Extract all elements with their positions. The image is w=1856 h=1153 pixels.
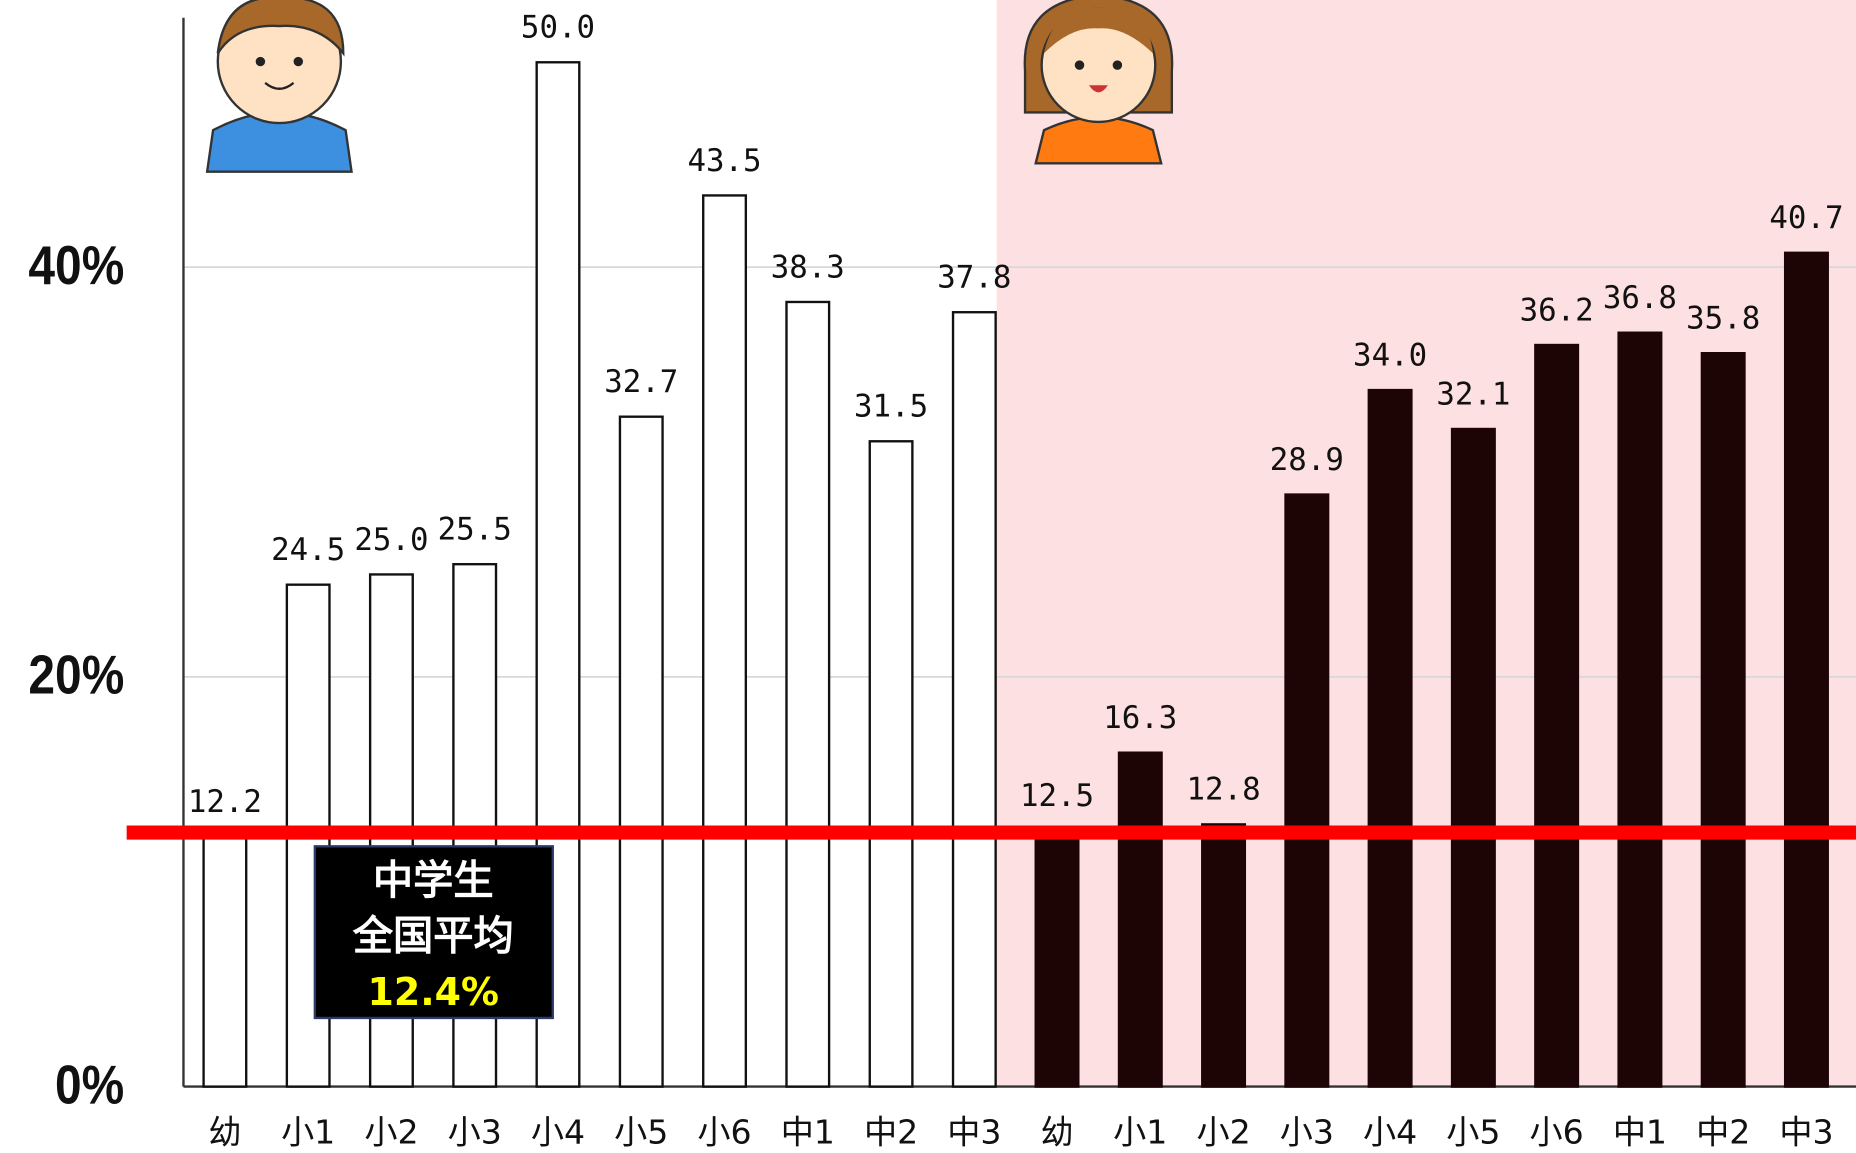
bar xyxy=(870,441,913,1086)
page: 0% 20% 40% 12.2 幼 24.5 小1 25.0 小2 25.5 小3 50.0 小4 32.… xyxy=(0,0,1856,1153)
value-label: 31.5 xyxy=(854,389,928,425)
x-tick-label: 幼 xyxy=(1040,1112,1073,1151)
x-tick-label: 中2 xyxy=(1696,1112,1750,1151)
x-tick-label: 中2 xyxy=(864,1112,918,1151)
value-label: 24.5 xyxy=(271,532,345,568)
x-tick-label: 中3 xyxy=(1779,1112,1833,1151)
y-tick-label: 40% xyxy=(28,235,124,296)
value-label: 32.7 xyxy=(604,364,678,400)
value-label: 50.0 xyxy=(521,10,595,46)
x-tick-label: 小2 xyxy=(364,1112,418,1151)
x-tick-label: 小5 xyxy=(614,1112,668,1151)
y-tick-label: 0% xyxy=(55,1055,124,1116)
x-tick-label: 小2 xyxy=(1196,1112,1250,1151)
x-tick-label: 中1 xyxy=(781,1112,835,1151)
girl-icon xyxy=(1025,0,1172,163)
value-label: 43.5 xyxy=(687,143,761,179)
value-label: 37.8 xyxy=(937,260,1011,296)
bar xyxy=(1452,429,1495,1087)
x-tick-label: 幼 xyxy=(208,1112,241,1151)
bar xyxy=(1286,495,1329,1087)
x-tick-label: 小4 xyxy=(1363,1112,1417,1151)
value-label: 36.2 xyxy=(1520,292,1594,328)
bar xyxy=(1702,353,1745,1086)
x-tick-label: 中1 xyxy=(1613,1112,1667,1151)
bar xyxy=(204,837,247,1087)
x-tick-label: 小3 xyxy=(448,1112,502,1151)
value-label: 40.7 xyxy=(1769,200,1843,236)
boy-icon xyxy=(207,0,351,172)
bar xyxy=(1369,390,1412,1087)
x-tick-label: 小1 xyxy=(1113,1112,1167,1151)
bar xyxy=(953,312,996,1086)
reference-box: 中学生 全国平均 12.4% xyxy=(315,846,553,1018)
value-label: 28.9 xyxy=(1270,442,1344,478)
x-tick-label: 小5 xyxy=(1446,1112,1500,1151)
bar xyxy=(1036,831,1079,1087)
x-tick-label: 小6 xyxy=(697,1112,751,1151)
x-tick-label: 小1 xyxy=(281,1112,335,1151)
y-tick-label: 20% xyxy=(28,645,124,706)
value-label: 12.2 xyxy=(188,784,262,820)
bar xyxy=(1535,345,1578,1087)
box-value: 12.4% xyxy=(368,970,499,1014)
value-label: 16.3 xyxy=(1103,700,1177,736)
value-label: 25.0 xyxy=(354,522,428,558)
value-label: 12.8 xyxy=(1187,772,1261,808)
value-label: 25.5 xyxy=(438,512,512,548)
x-tick-label: 小3 xyxy=(1280,1112,1334,1151)
bar xyxy=(703,195,746,1086)
x-tick-label: 小4 xyxy=(531,1112,585,1151)
bar xyxy=(620,417,663,1087)
value-label: 38.3 xyxy=(771,249,845,285)
bar xyxy=(1202,824,1245,1086)
plot-root: 0% 20% 40% 12.2 幼 24.5 小1 25.0 小2 25.5 小3 50.0 小4 32.… xyxy=(28,0,1856,1151)
x-tick-label: 小6 xyxy=(1530,1112,1584,1151)
bar xyxy=(786,302,829,1087)
bar xyxy=(1785,253,1828,1087)
bar xyxy=(1119,753,1162,1087)
bar xyxy=(1619,333,1662,1087)
value-label: 36.8 xyxy=(1603,280,1677,316)
value-label: 12.5 xyxy=(1020,778,1094,814)
value-label: 34.0 xyxy=(1353,337,1427,373)
box-line: 中学生 xyxy=(373,858,494,904)
value-label: 32.1 xyxy=(1436,376,1510,412)
box-line: 全国平均 xyxy=(352,914,514,960)
x-tick-label: 中3 xyxy=(947,1112,1001,1151)
value-label: 35.8 xyxy=(1686,301,1760,337)
chart: 0% 20% 40% 12.2 幼 24.5 小1 25.0 小2 25.5 小3 50.0 小4 32.… xyxy=(0,0,1856,1153)
